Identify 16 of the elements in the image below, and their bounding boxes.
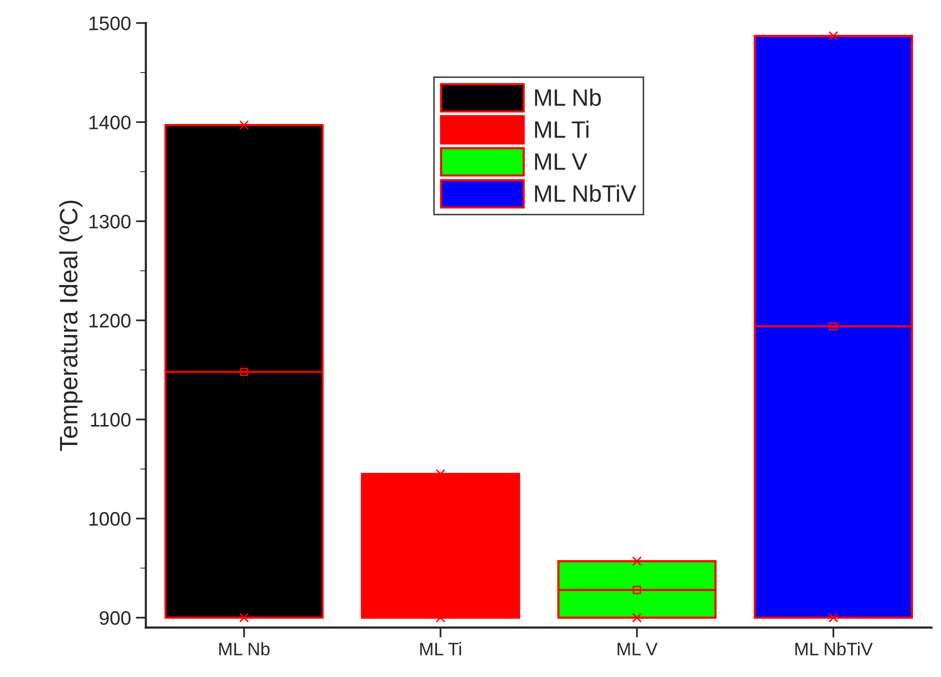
legend-label: ML NbTiV — [535, 184, 636, 202]
x-tick-label: ML Nb — [219, 642, 270, 656]
y-tick-label: 1300 — [90, 214, 131, 228]
legend-label: ML V — [535, 153, 588, 170]
y-axis-title: Temperatura Ideal (ºC) — [59, 200, 82, 451]
legend-label: ML Ti — [535, 120, 588, 138]
legend-label: ML Nb — [535, 88, 601, 106]
x-tick-label: ML Ti — [420, 642, 462, 656]
y-tick-label: 1500 — [90, 16, 131, 30]
x-tick-label: ML V — [618, 642, 658, 656]
y-tick-label: 900 — [100, 611, 131, 625]
y-tick-label: 1200 — [90, 314, 131, 328]
x-tick-label: ML NbTiV — [795, 642, 873, 656]
y-tick-label: 1000 — [90, 512, 131, 526]
y-tick-label: 1400 — [90, 116, 131, 130]
y-tick-label: 1100 — [90, 412, 131, 427]
